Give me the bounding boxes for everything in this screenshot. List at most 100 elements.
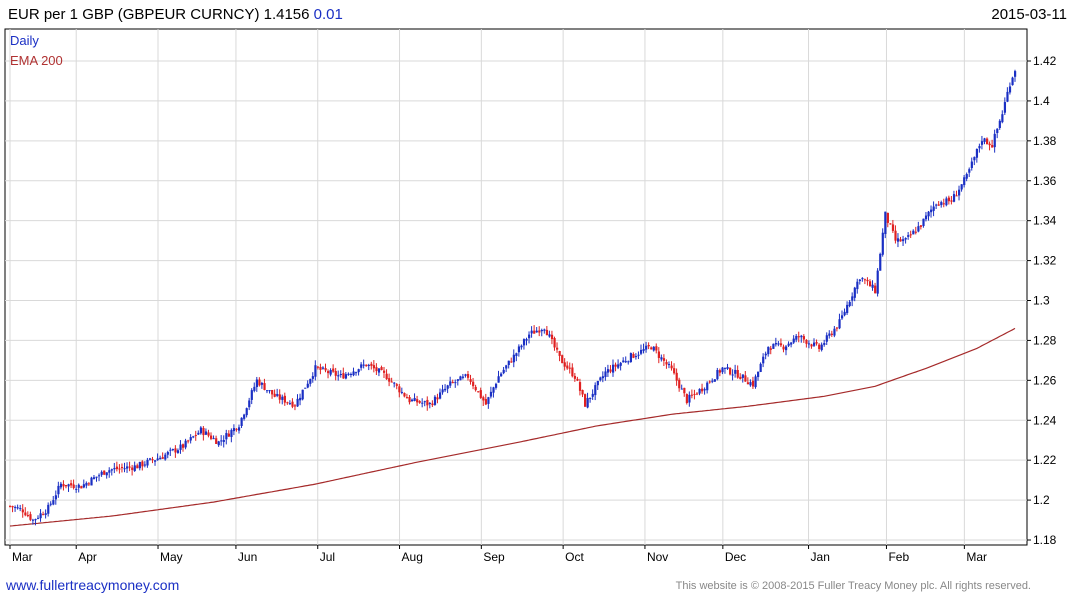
candle-body: [314, 365, 317, 377]
candle-body: [512, 354, 515, 363]
candle-body: [444, 388, 447, 391]
candle-body: [744, 375, 747, 382]
candle-body: [319, 366, 322, 370]
candle-body: [182, 444, 185, 448]
candle-body: [601, 376, 605, 379]
candle-body: [800, 335, 803, 338]
x-tick-label: Feb: [888, 550, 909, 564]
candle-body: [342, 373, 345, 379]
candle-body: [589, 397, 592, 399]
x-tick-label: Sep: [483, 550, 505, 564]
candle-body: [787, 343, 790, 346]
candle-body: [108, 470, 111, 473]
candle-body: [945, 198, 948, 206]
candle-body: [126, 466, 129, 469]
candle-body: [176, 450, 180, 453]
candle-body: [530, 330, 533, 334]
candle-body: [31, 519, 35, 521]
candle-body: [80, 486, 83, 489]
candle-body: [596, 380, 599, 386]
candle-body: [751, 380, 755, 387]
candle-body: [828, 333, 831, 336]
candle-body: [197, 432, 200, 435]
candle-body: [637, 354, 640, 356]
candle-body: [171, 449, 175, 451]
candle-body: [52, 500, 55, 505]
candle-body: [978, 146, 981, 149]
candle-body: [942, 203, 945, 205]
candle-body: [344, 374, 348, 379]
candle-body: [324, 368, 327, 371]
candle-body: [622, 360, 625, 363]
candle-body: [566, 365, 569, 369]
candle-body: [456, 379, 459, 381]
candle-body: [62, 484, 65, 487]
site-link[interactable]: www.fullertreacymoney.com: [6, 577, 180, 593]
candle-body: [556, 347, 559, 350]
candle-body: [935, 204, 938, 206]
candle-body: [258, 379, 261, 386]
candles-layer: [9, 69, 1017, 526]
candle-body: [670, 365, 673, 369]
candle-body: [573, 375, 577, 379]
candle-body: [881, 232, 884, 255]
candle-body: [339, 373, 342, 375]
candle-body: [174, 448, 177, 453]
y-tick-label: 1.4: [1033, 94, 1050, 108]
candle-body: [408, 397, 411, 403]
candle-body: [820, 344, 823, 351]
candle-body: [278, 394, 281, 400]
candle-body: [1003, 102, 1007, 113]
candle-body: [454, 382, 457, 384]
candle-body: [271, 390, 274, 395]
candle-body: [67, 484, 70, 487]
candle-body: [433, 396, 437, 405]
candle-body: [136, 465, 139, 469]
candle-body: [156, 458, 159, 461]
candle-body: [36, 517, 40, 519]
candle-body: [237, 427, 241, 431]
candle-body: [830, 333, 834, 335]
candle-body: [385, 373, 388, 380]
candle-body: [912, 230, 915, 235]
candle-body: [863, 279, 867, 281]
candle-body: [543, 329, 546, 331]
candle-body: [701, 388, 704, 392]
candle-body: [909, 234, 912, 236]
candle-body: [138, 461, 141, 469]
candle-body: [390, 381, 393, 383]
candle-body: [678, 379, 681, 389]
candle-body: [466, 373, 470, 378]
candle-body: [736, 369, 739, 378]
candle-body: [652, 346, 655, 351]
candle-body: [255, 379, 258, 388]
candle-body: [879, 253, 882, 271]
candle-body: [131, 467, 134, 470]
candle-body: [225, 433, 228, 440]
candle-body: [975, 148, 979, 158]
candle-body: [413, 397, 416, 401]
candle-body: [120, 467, 124, 469]
candle-body: [299, 397, 302, 401]
candle-body: [759, 363, 762, 372]
candle-body: [757, 371, 760, 378]
candle-body: [998, 120, 1001, 129]
candle-body: [143, 464, 147, 466]
candle-body: [451, 382, 454, 384]
candle-body: [991, 145, 994, 148]
candle-body: [639, 349, 643, 354]
candle-body: [250, 390, 253, 400]
candle-body: [428, 403, 432, 405]
candle-body: [805, 339, 808, 344]
candle-body: [955, 195, 958, 197]
candle-body: [924, 215, 928, 220]
candle-body: [868, 281, 872, 287]
candle-body: [729, 367, 732, 375]
x-tick-label: May: [160, 550, 183, 564]
candle-body: [286, 402, 289, 404]
candle-body: [210, 435, 213, 439]
candle-body: [914, 231, 917, 233]
candle-body: [245, 408, 248, 416]
candle-body: [204, 431, 208, 435]
candle-body: [861, 278, 864, 280]
